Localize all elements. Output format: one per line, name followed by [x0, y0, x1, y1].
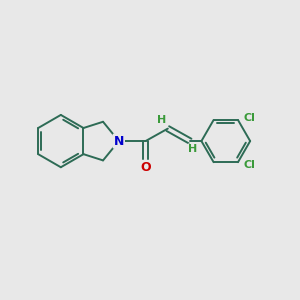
Text: Cl: Cl — [243, 112, 255, 123]
Text: H: H — [157, 115, 166, 125]
Text: N: N — [114, 135, 124, 148]
Text: O: O — [140, 161, 151, 174]
Text: H: H — [188, 144, 198, 154]
Text: Cl: Cl — [243, 160, 255, 170]
